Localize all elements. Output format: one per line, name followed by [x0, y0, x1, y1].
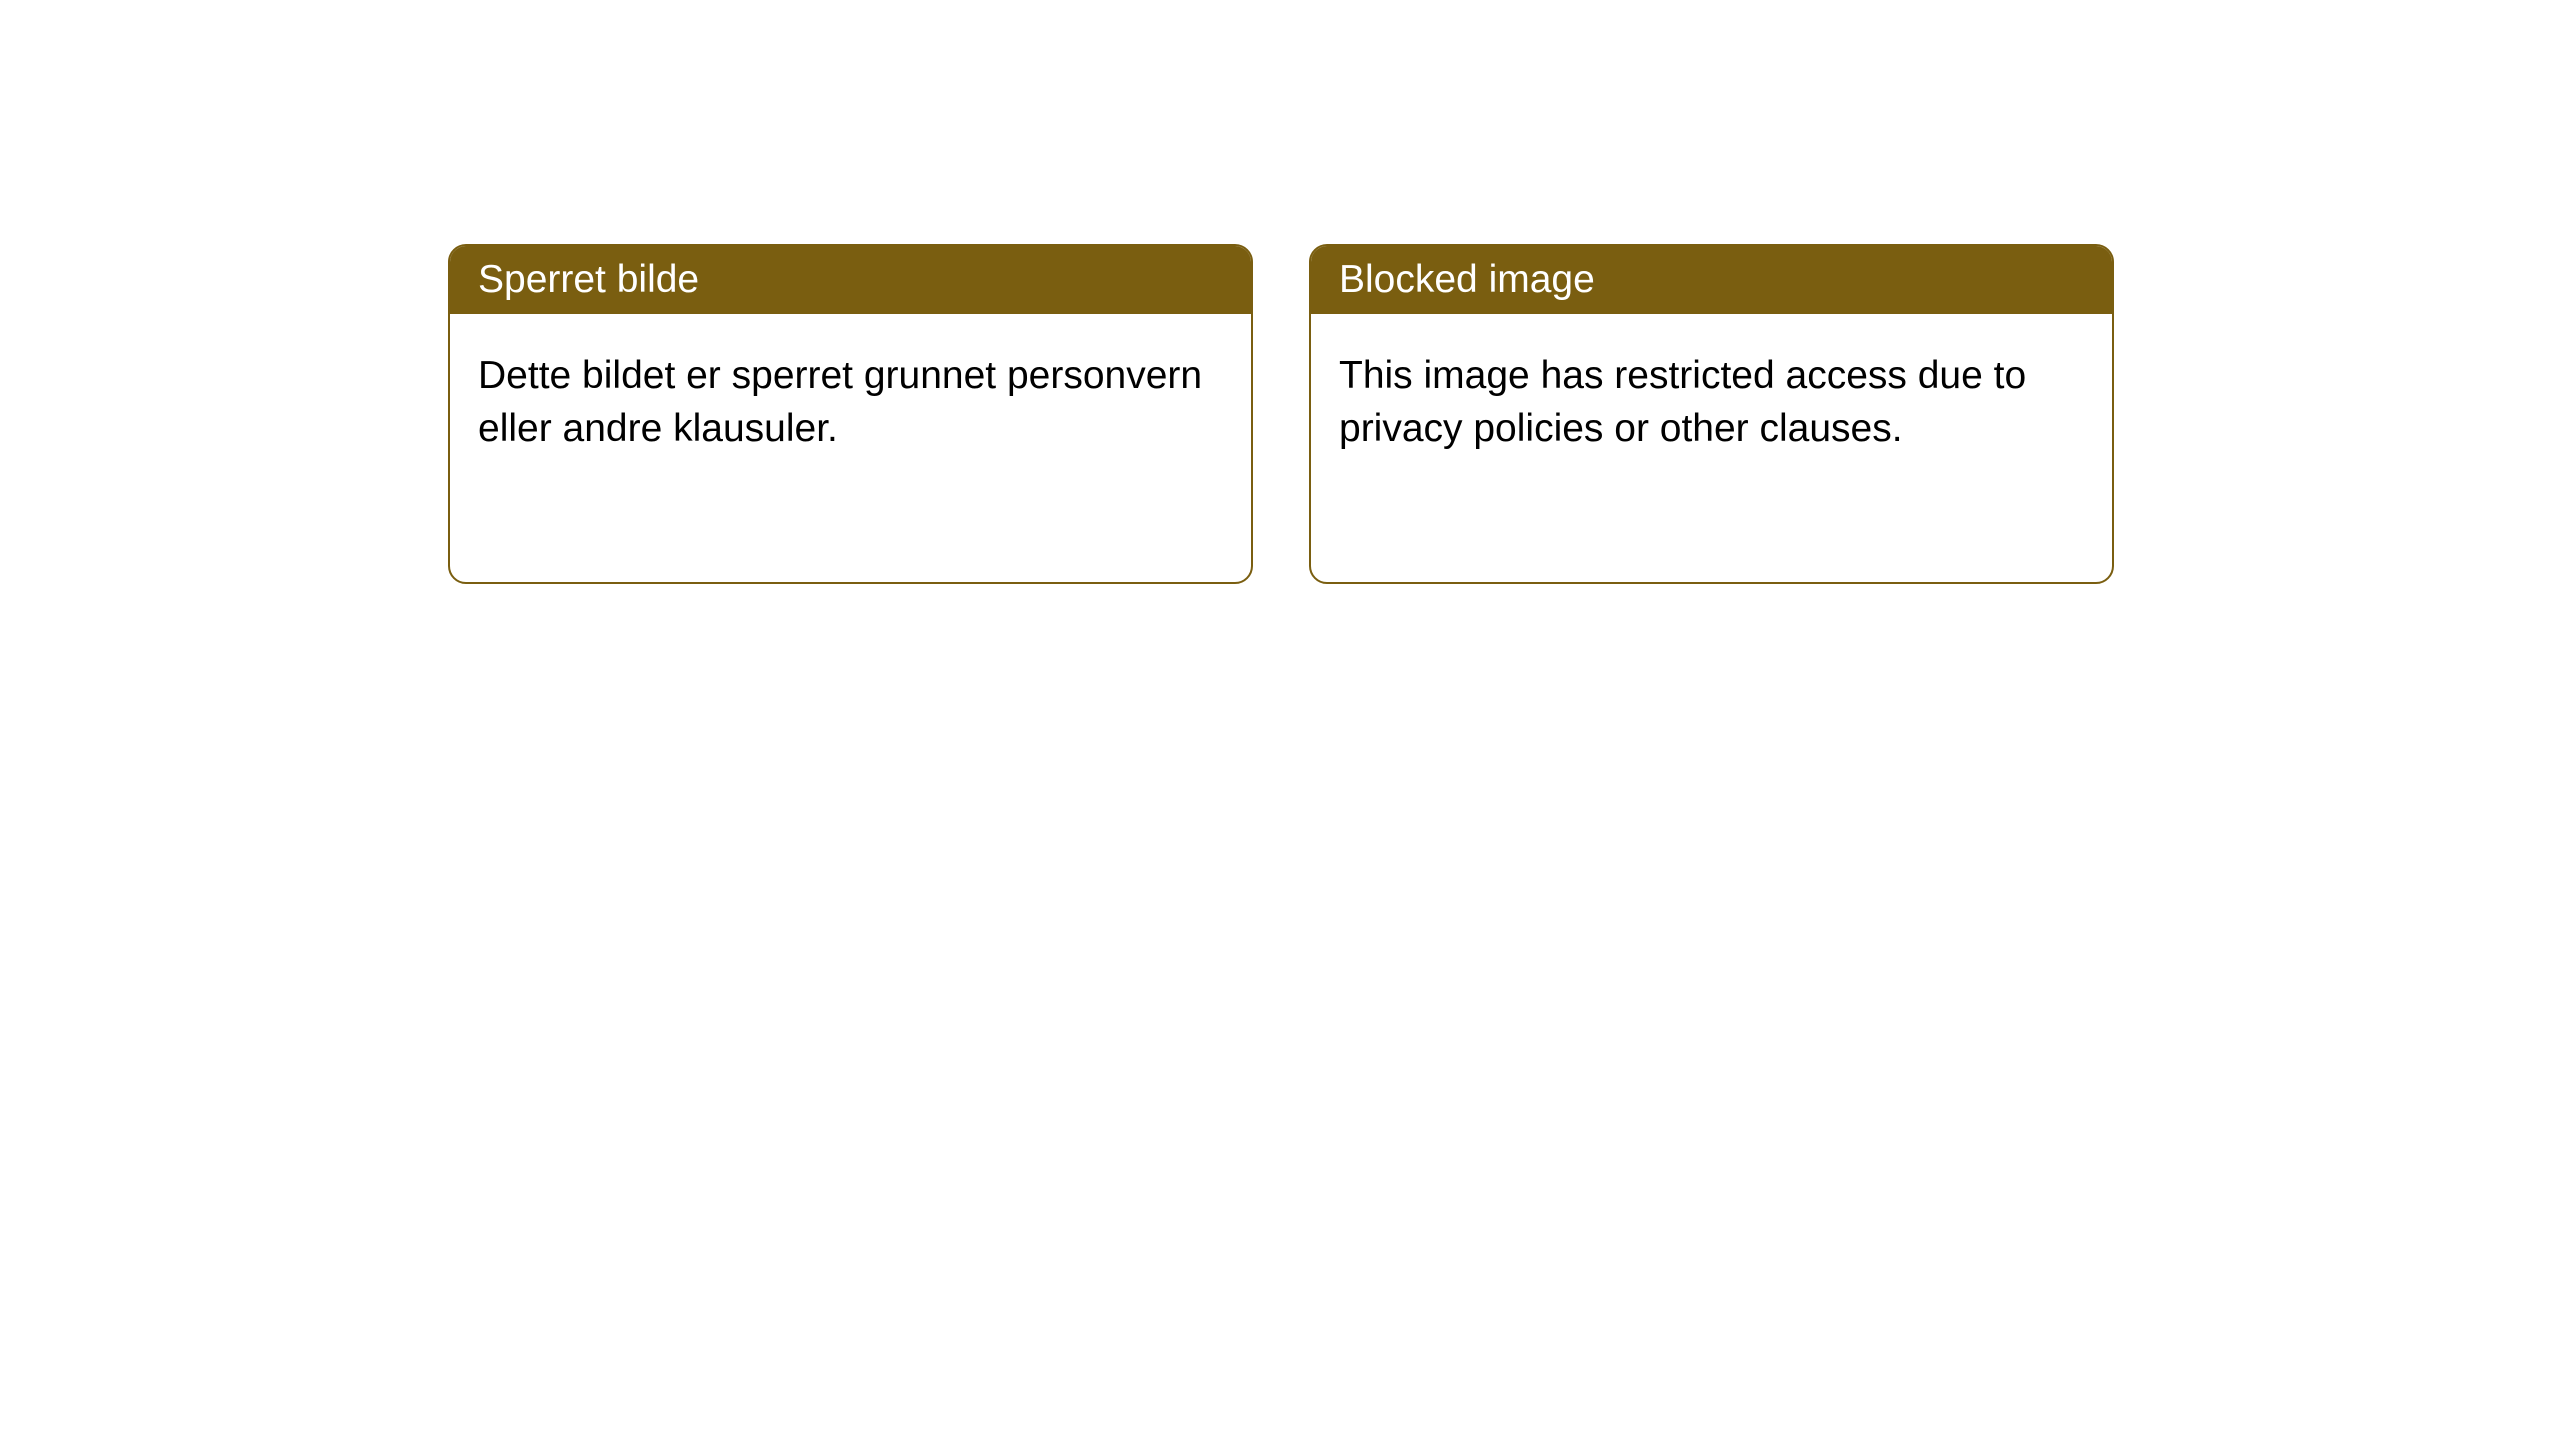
card-body-text: This image has restricted access due to …	[1311, 314, 2112, 491]
card-title: Blocked image	[1311, 246, 2112, 314]
notice-card-norwegian: Sperret bilde Dette bildet er sperret gr…	[448, 244, 1253, 584]
notice-card-english: Blocked image This image has restricted …	[1309, 244, 2114, 584]
card-body-text: Dette bildet er sperret grunnet personve…	[450, 314, 1251, 491]
notice-container: Sperret bilde Dette bildet er sperret gr…	[0, 0, 2560, 584]
card-title: Sperret bilde	[450, 246, 1251, 314]
